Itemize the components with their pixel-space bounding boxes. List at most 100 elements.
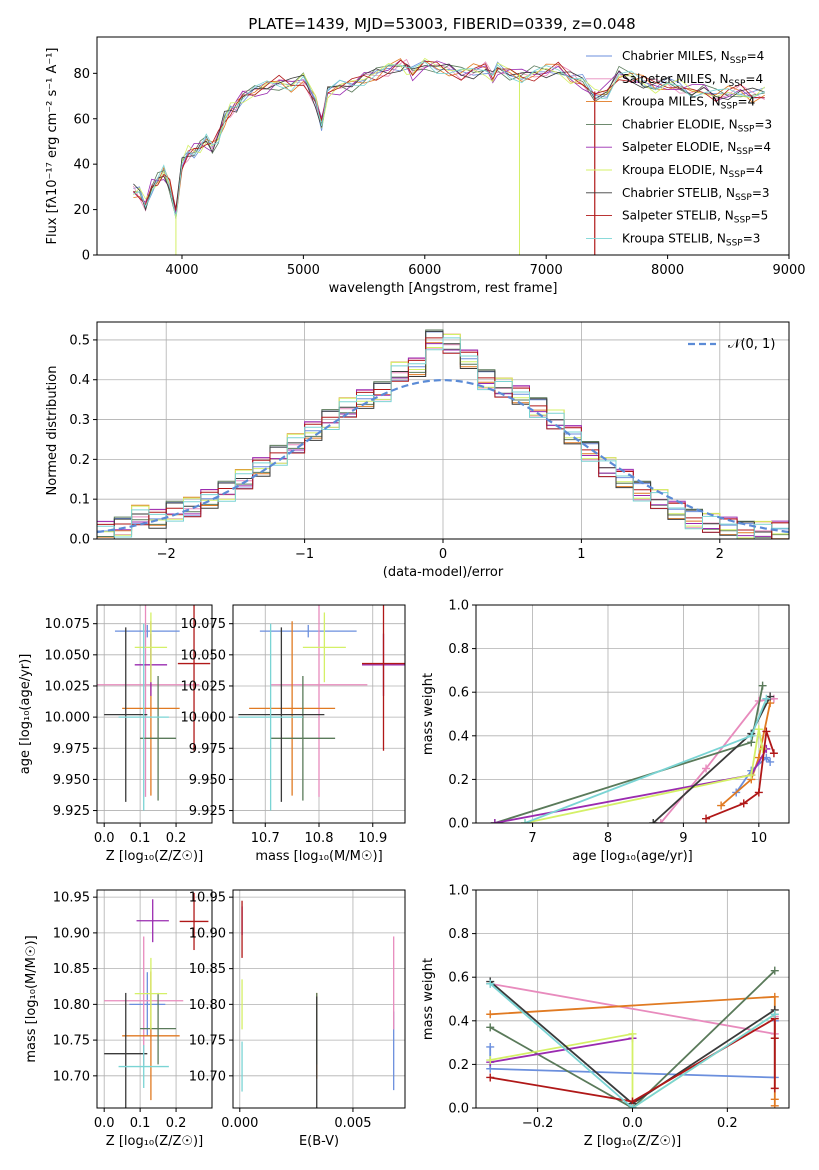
x-axis-label: mass [log₁₀(M/M☉)] [255,849,382,864]
legend-label: Salpeter ELODIE, NSSP=4 [622,140,771,157]
y-tick-label: 10.050 [181,648,227,663]
weight-marker [770,1101,779,1108]
y-tick-label: 10.025 [45,679,91,694]
x-axis-label: Z [log₁₀(Z/Z☉)] [106,849,203,864]
weight-line [652,696,771,823]
y-tick-label: 0.0 [69,533,90,548]
y-tick-label: 9.925 [189,804,226,819]
weight-marker [769,749,778,758]
spectrum-line [133,57,765,219]
weight-marker [762,694,771,703]
axes-frame [475,604,790,824]
x-axis-label: wavelength [Angstrom, rest frame] [329,281,558,296]
y-tick-label: 0.4 [69,373,90,388]
y-tick-label: 20 [73,203,90,218]
y-tick-label: 10.80 [53,998,90,1013]
legend-subscript: SSP [729,79,746,89]
legend-label: Kroupa STELIB, NSSP=3 [622,231,760,248]
legend-count: =3 [754,117,772,131]
x-tick-label: 0.000 [221,1116,258,1131]
weight-line [524,698,768,823]
y-tick-label: 10.000 [45,711,91,726]
legend-subscript: SSP [738,124,755,134]
x-tick-label: 0.0 [94,1116,115,1131]
y-tick-label: 0.0 [448,1102,469,1117]
weight-marker [486,979,495,988]
weight-line [490,1037,633,1064]
weight-marker [766,757,775,766]
weight-line [735,756,771,794]
x-tick-label: 0.2 [166,1116,187,1131]
plot-area [104,892,209,1108]
weight-line [494,685,764,823]
x-tick-label: 0.0 [94,831,115,846]
weight-marker [770,992,779,1001]
x-axis-label: Z [log₁₀(Z/Z☉)] [106,1134,203,1149]
x-tick-label: 10.9 [358,831,387,846]
plot-area [490,681,778,823]
y-axis-label: age [log₁₀(age/yr)] [18,654,33,775]
y-tick-label: 10.85 [189,962,226,977]
weight-marker [754,725,763,734]
panel-4: 10.7 10.8 10.9 9.925 9.950 9.975 10.000 10.025 1… [181,604,406,864]
weight-marker [486,1023,495,1032]
y-tick-label: 0.2 [448,1058,469,1073]
weight-marker [717,801,726,810]
legend-count: =4 [745,72,763,86]
y-tick-label: 10.95 [53,891,90,906]
legend-label: Kroupa MILES, NSSP=4 [622,95,755,112]
legend-count: =4 [745,163,763,177]
y-tick-label: 10.75 [189,1034,226,1049]
weight-marker [702,764,711,773]
x-axis-label: Z [log₁₀(Z/Z☉)] [584,1134,681,1149]
legend-label: Salpeter STELIB, NSSP=5 [622,209,768,226]
axes-frame [96,36,790,256]
x-tick-label: 10 [751,831,768,846]
weight-marker [770,1034,779,1043]
axes-frame [96,889,213,1109]
weight-marker [490,819,499,823]
y-tick-label: 0.0 [448,817,469,832]
x-tick-label: 0.1 [130,831,151,846]
x-axis-label: (data-model)/error [383,565,504,580]
weight-marker [649,819,658,823]
panels: Chabrier MILES, NSSP=4 Salpeter MILES, NS… [18,36,806,1149]
x-tick-label: 7000 [530,263,563,278]
x-tick-label: 4000 [165,263,198,278]
legend-subscript: SSP [721,102,738,112]
weight-marker [486,1056,495,1065]
y-tick-label: 40 [73,158,90,173]
y-tick-label: 9.975 [189,742,226,757]
x-tick-label: −2 [157,547,176,562]
weight-marker [770,1084,779,1093]
y-tick-label: 1.0 [448,884,469,899]
legend-subscript: SSP [726,238,743,248]
x-tick-label: 5000 [287,263,320,278]
y-tick-label: 0 [82,249,90,264]
axes-frame [96,604,213,824]
panel-5: 7 8 9 10 0.0 0.2 0.4 0.6 0.8 1.0 age [log₁₀(age/yr… [421,599,790,864]
y-tick-label: 10.075 [181,617,227,632]
y-tick-label: 9.975 [53,742,90,757]
y-tick-label: 10.90 [53,926,90,941]
y-tick-label: 10.025 [181,679,227,694]
x-tick-label: 9000 [772,263,805,278]
weight-marker [747,771,756,780]
y-tick-label: 10.90 [189,926,226,941]
y-tick-label: 80 [73,67,90,82]
y-tick-label: 10.95 [189,891,226,906]
weight-marker [770,1010,779,1019]
weight-marker [628,1029,637,1038]
x-tick-label: 0.2 [166,831,187,846]
spectrum-line [133,61,765,220]
weight-marker [754,788,763,797]
legend-subscript: SSP [734,216,751,226]
y-tick-label: 60 [73,112,90,127]
x-tick-label: 7 [528,831,536,846]
weight-line [494,748,768,823]
weight-marker [702,814,711,823]
legend-count: =5 [751,209,769,223]
weight-marker [747,731,756,740]
weight-marker [770,966,779,975]
weight-marker [758,681,767,690]
